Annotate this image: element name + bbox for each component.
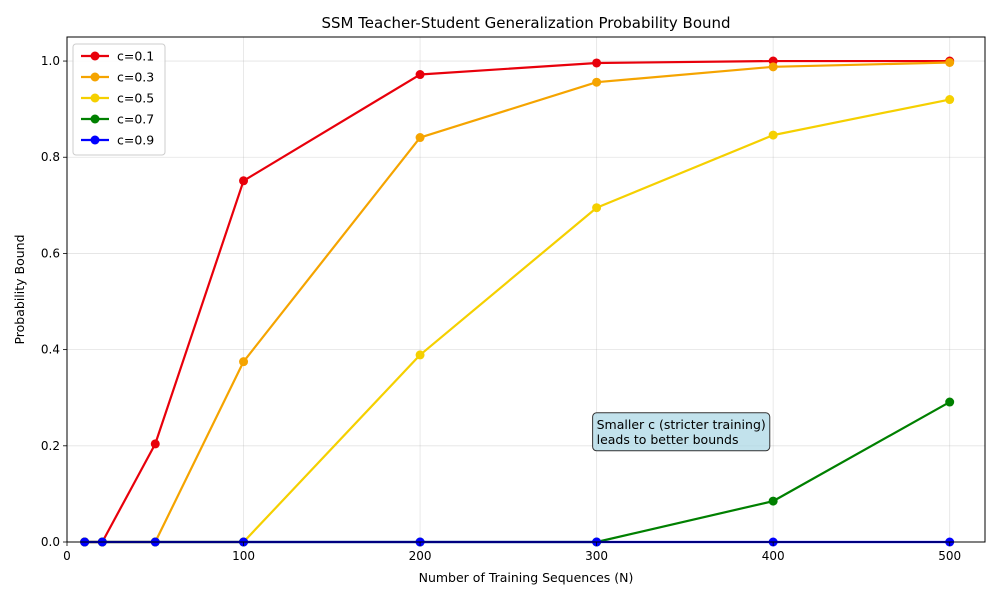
annotation-box (592, 412, 771, 452)
data-point (768, 130, 778, 140)
legend-item: c=0.5 (81, 91, 154, 106)
data-point (592, 58, 602, 68)
legend-label: c=0.5 (117, 91, 154, 106)
x-tick-label: 500 (938, 549, 961, 563)
y-tick-label: 1.0 (41, 54, 60, 68)
legend-label: c=0.9 (117, 133, 154, 148)
legend-item: c=0.9 (81, 133, 154, 148)
legend-swatch-marker (90, 135, 100, 145)
series-line (84, 59, 950, 544)
legend-swatch-marker (90, 114, 100, 124)
axes: 0 100 200 300 400 500 0.0 0.2 0.4 0.6 0.8 1.0 (41, 54, 961, 563)
y-tick-label: 0.8 (41, 150, 60, 164)
chart-title: SSM Teacher-Student Generalization Proba… (321, 14, 730, 32)
legend: c=0.1 c=0.3 c=0.5 c=0.7 c=0.9 (72, 43, 166, 156)
x-tick-label: 300 (585, 549, 608, 563)
data-point (150, 439, 160, 449)
legend-swatch-marker (90, 51, 100, 61)
data-point (945, 57, 955, 67)
legend-box (72, 43, 166, 156)
data-point (945, 95, 955, 105)
legend-label: c=0.7 (117, 112, 154, 127)
plot-frame (66, 36, 986, 543)
x-tick-label: 400 (762, 549, 785, 563)
data-point (768, 496, 778, 506)
y-tick-label: 0.2 (41, 439, 60, 453)
annotation: Smaller c (stricter training) leads to be… (592, 412, 771, 452)
data-point (768, 62, 778, 72)
annotation-line: Smaller c (stricter training) (597, 417, 766, 432)
data-point (239, 357, 249, 367)
legend-swatch-marker (90, 72, 100, 82)
legend-label: c=0.1 (117, 49, 154, 64)
legend-item: c=0.3 (81, 70, 154, 85)
data-point (415, 70, 425, 80)
x-axis-title: Number of Training Sequences (N) (419, 570, 634, 585)
data-point (415, 350, 425, 360)
x-tick-label: 0 (63, 549, 71, 563)
y-tick-label: 0.6 (41, 246, 60, 260)
data-point (415, 133, 425, 143)
y-tick-label: 0.0 (41, 535, 60, 549)
legend-label: c=0.3 (117, 70, 154, 85)
data-point (592, 77, 602, 87)
x-tick-label: 100 (232, 549, 255, 563)
annotation-line: leads to better bounds (597, 432, 739, 447)
data-point (592, 203, 602, 213)
x-tick-label: 200 (409, 549, 432, 563)
data-point (239, 176, 249, 186)
data-point (945, 397, 955, 407)
legend-item: c=0.1 (81, 49, 154, 64)
y-tick-label: 0.4 (41, 343, 60, 357)
annotation-text: Smaller c (stricter training) leads to be… (597, 417, 766, 447)
legend-swatch-marker (90, 93, 100, 103)
y-axis-title: Probability Bound (12, 234, 27, 344)
legend-item: c=0.7 (81, 112, 154, 127)
